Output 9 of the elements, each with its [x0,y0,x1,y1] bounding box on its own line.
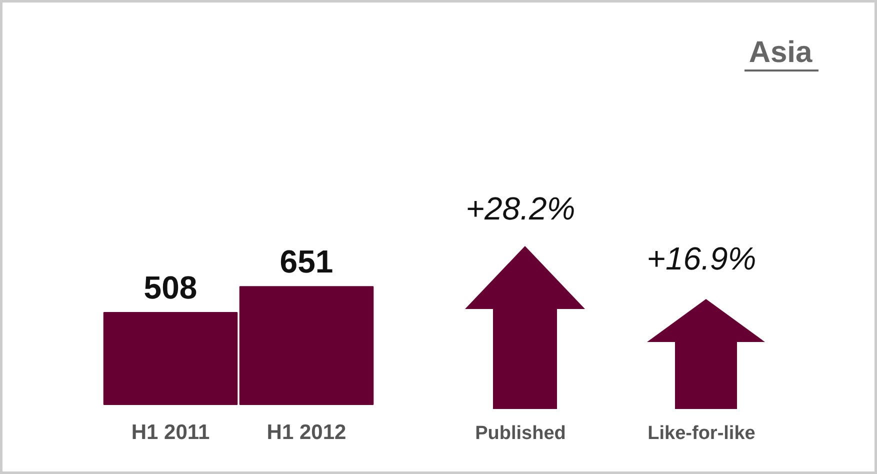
text: +16.9% [646,240,756,276]
text: Asia [748,36,812,69]
data-label: 508 [144,270,198,306]
x-tick-label: H1 2011 [131,421,210,444]
data-label: 651 [280,244,334,280]
text: Like-for-like [648,423,756,444]
text: +28.2% [466,190,576,226]
x-tick-label: H1 2012 [266,421,346,444]
text: Published [475,423,566,444]
